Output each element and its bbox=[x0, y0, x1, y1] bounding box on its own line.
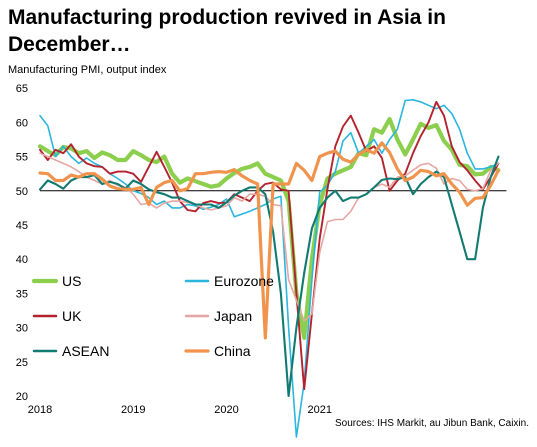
legend-label-japan: Japan bbox=[214, 308, 252, 324]
series-line-uk bbox=[39, 100, 500, 391]
legend-label-asean: ASEAN bbox=[62, 343, 109, 359]
series-line-us bbox=[37, 116, 501, 340]
x-tick-label: 2019 bbox=[121, 404, 145, 416]
y-tick-label: 50 bbox=[16, 186, 28, 198]
y-tick-label: 35 bbox=[16, 288, 28, 300]
legend-label-uk: UK bbox=[62, 308, 82, 324]
y-tick-label: 30 bbox=[16, 323, 28, 335]
y-tick-label: 20 bbox=[16, 391, 28, 403]
y-axis-caption: Manufacturing PMI, output index bbox=[8, 64, 167, 76]
y-tick-label: 40 bbox=[16, 254, 28, 266]
legend-label-us: US bbox=[62, 273, 81, 289]
x-tick-label: 2020 bbox=[214, 404, 238, 416]
y-tick-label: 55 bbox=[16, 152, 28, 164]
series-line-eurozone bbox=[39, 99, 500, 438]
legend-label-eurozone: Eurozone bbox=[214, 273, 274, 289]
series-line-china bbox=[38, 141, 500, 340]
legend-label-china: China bbox=[214, 343, 251, 359]
series-line-asean bbox=[38, 155, 500, 398]
y-tick-label: 45 bbox=[16, 220, 28, 232]
x-tick-label: 2018 bbox=[28, 404, 52, 416]
source-note: Sources: IHS Markit, au Jibun Bank, Caix… bbox=[335, 418, 529, 429]
chart-title: Manufacturing production revived in Asia… bbox=[8, 6, 446, 56]
y-tick-label: 25 bbox=[16, 357, 28, 369]
x-tick-label: 2021 bbox=[307, 404, 331, 416]
y-tick-label: 65 bbox=[16, 83, 28, 95]
y-tick-label: 60 bbox=[16, 117, 28, 129]
